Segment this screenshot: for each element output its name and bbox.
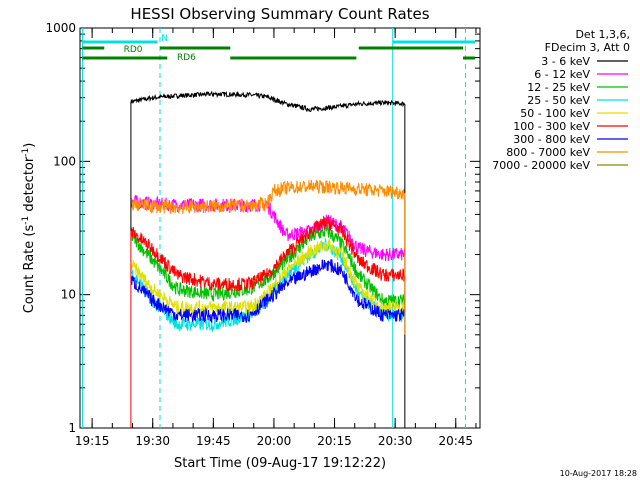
series-lines (130, 90, 406, 428)
x-tick-label: 20:00 (257, 434, 292, 448)
series-line (130, 238, 406, 315)
legend-label: 3 - 6 keV (541, 55, 590, 68)
flag-bar-label: RD6 (177, 53, 196, 63)
y-label-part-2: detector (22, 156, 37, 216)
legend-label: 25 - 50 keV (527, 94, 590, 107)
legend-label: 100 - 300 keV (513, 120, 590, 133)
vertical-markers (81, 28, 466, 428)
y-label-part-1: Count Rate (s (22, 225, 37, 314)
y-axis: 1 10 100 1000 (45, 21, 480, 435)
flag-bars: N RD0 RD6 (82, 34, 476, 63)
flag-bar-label: N (161, 34, 168, 44)
legend-label: 7000 - 20000 keV (492, 159, 590, 172)
legend-label: 50 - 100 keV (520, 107, 590, 120)
series-line (130, 90, 406, 113)
x-tick-label: 20:30 (378, 434, 413, 448)
legend-header-1: Det 1,3,6, (575, 28, 630, 41)
y-label-sup-2: -1 (21, 148, 31, 157)
x-axis-label: Start Time (09-Aug-17 19:12:22) (174, 456, 386, 471)
legend-label: 6 - 12 keV (534, 68, 590, 81)
series-line (130, 223, 406, 309)
footer-timestamp: 10-Aug-2017 18:28 (560, 469, 637, 478)
y-label-part-3: ) (22, 143, 37, 148)
x-tick-label: 19:45 (196, 434, 231, 448)
legend-header-2: FDecim 3, Att 0 (545, 41, 630, 54)
y-axis-label: Count Rate (s-1 detector-1) (21, 143, 37, 314)
flag-bar-label: RD0 (124, 45, 143, 55)
series-line (130, 216, 406, 292)
x-tick-label: 20:15 (317, 434, 352, 448)
series-line (130, 179, 406, 214)
legend-label: 800 - 7000 keV (506, 146, 590, 159)
legend-label: 12 - 25 keV (527, 81, 590, 94)
series-line (130, 194, 406, 262)
legend-label: 300 - 800 keV (513, 133, 590, 146)
y-tick-label: 10 (61, 288, 76, 302)
y-tick-label: 1000 (45, 21, 76, 35)
y-tick-label: 100 (53, 154, 76, 168)
x-tick-label: 19:30 (135, 434, 170, 448)
y-tick-label: 1 (68, 421, 76, 435)
x-tick-label: 19:15 (75, 434, 110, 448)
chart-title: HESSI Observing Summary Count Rates (130, 5, 429, 23)
y-label-sup-1: -1 (21, 216, 31, 225)
series-line (130, 259, 406, 324)
x-tick-label: 20:45 (438, 434, 473, 448)
x-axis: 19:15 19:30 19:45 20:00 20:15 20:30 20:45 (75, 28, 477, 448)
plot-frame (79, 27, 481, 429)
